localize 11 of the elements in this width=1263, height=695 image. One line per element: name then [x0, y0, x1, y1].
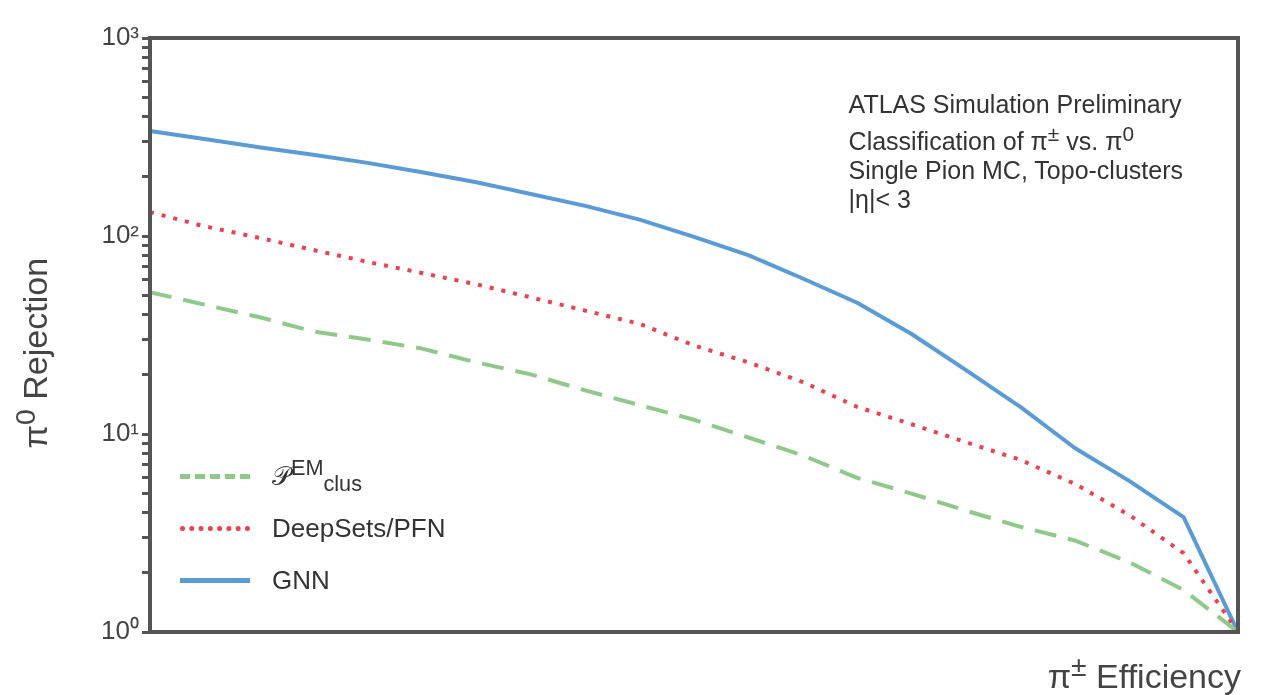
x-axis-title: π$^{±}$ Efficiency — [1047, 650, 1241, 695]
y-tick-label: 10¹ — [101, 417, 140, 448]
annotation: Single Pion MC, Topo-clusters — [848, 156, 1183, 186]
y-tick-label: 10³ — [101, 21, 140, 52]
y-tick-label: 10² — [101, 219, 140, 250]
legend-label: GNN — [272, 564, 330, 596]
annotation: |η|< 3 — [848, 185, 912, 215]
annotation: ATLAS Simulation Preliminary — [848, 90, 1183, 119]
legend-label: DeepSets/PFN — [272, 512, 446, 544]
annotation: Classification of π$^{±}$ vs. π$^{0}$ — [848, 121, 1135, 157]
y-tick-label: 10⁰ — [101, 615, 139, 646]
